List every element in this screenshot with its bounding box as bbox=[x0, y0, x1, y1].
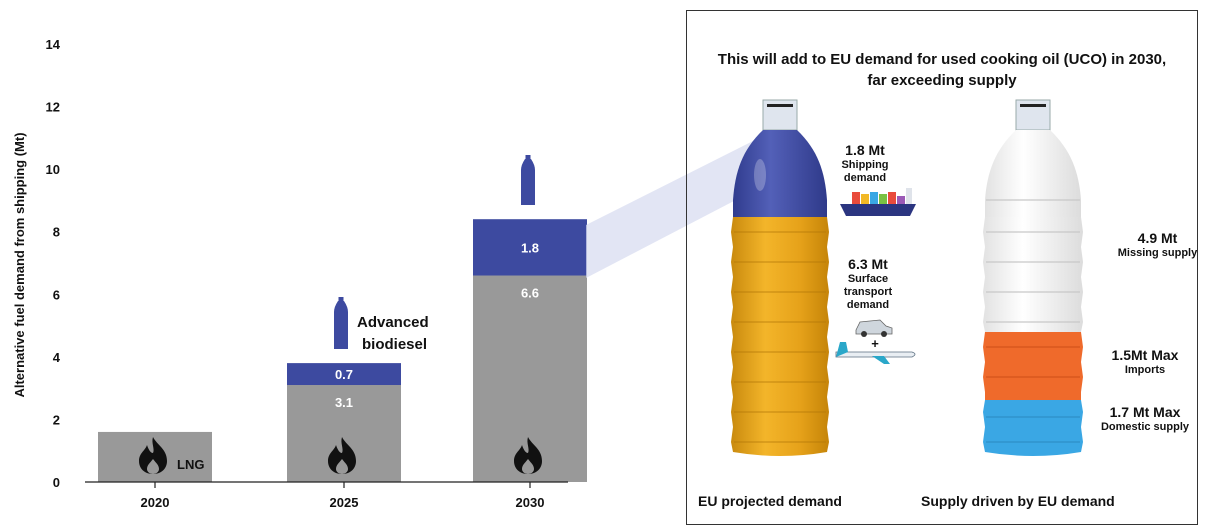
bar-value-label: 6.6 bbox=[521, 286, 539, 301]
y-tick-label: 14 bbox=[46, 37, 61, 52]
y-tick-label: 12 bbox=[46, 100, 60, 115]
domestic-text: Domestic supply bbox=[1100, 421, 1190, 433]
surface-demand-line3: demand bbox=[846, 299, 890, 311]
domestic-label: 1.7 Mt Max Domestic supply bbox=[1090, 404, 1200, 434]
imports-text: Imports bbox=[1124, 364, 1166, 376]
y-axis: 0 2 4 6 8 10 12 14 bbox=[46, 37, 61, 490]
left-bottle-caption: EU projected demand bbox=[698, 493, 842, 509]
panel-title: This will add to EU demand for used cook… bbox=[687, 49, 1197, 91]
x-axis: 2020 2025 2030 bbox=[85, 481, 568, 510]
bar-chart: 0 2 4 6 8 10 12 14 Alternative fuel demand from… bbox=[12, 37, 587, 510]
shipping-demand-line2: demand bbox=[843, 172, 887, 184]
shipping-demand-value: 1.8 Mt bbox=[845, 142, 885, 158]
y-tick-label: 10 bbox=[46, 162, 60, 177]
surface-demand-line1: Surface bbox=[847, 273, 889, 285]
right-bottle-caption: Supply driven by EU demand bbox=[921, 493, 1115, 509]
surface-demand-line2: transport bbox=[843, 286, 893, 298]
flame-icon bbox=[139, 437, 167, 474]
x-tick-label: 2030 bbox=[516, 495, 545, 510]
biodiesel-bottle-icon bbox=[521, 155, 535, 205]
surface-demand-label: 6.3 Mt Surface transport demand bbox=[828, 256, 908, 312]
lng-label: LNG bbox=[177, 457, 204, 472]
missing-supply-text: Missing supply bbox=[1117, 247, 1198, 259]
y-tick-label: 8 bbox=[53, 225, 60, 240]
panel-title-line1: This will add to EU demand for used cook… bbox=[717, 51, 1167, 68]
flame-icon bbox=[514, 437, 542, 474]
bar-segment bbox=[287, 363, 401, 386]
y-tick-label: 6 bbox=[53, 287, 60, 302]
bar-value-label: 0.7 bbox=[335, 367, 353, 382]
y-tick-label: 4 bbox=[53, 350, 61, 365]
surface-demand-value: 6.3 Mt bbox=[848, 256, 888, 272]
x-tick-label: 2025 bbox=[330, 495, 359, 510]
y-tick-label: 2 bbox=[53, 412, 60, 427]
x-tick-label: 2020 bbox=[141, 495, 170, 510]
y-tick-label: 0 bbox=[53, 475, 60, 490]
imports-label: 1.5Mt Max Imports bbox=[1090, 347, 1200, 377]
shipping-demand-label: 1.8 Mt Shipping demand bbox=[820, 142, 910, 185]
plus-sign: + bbox=[871, 336, 879, 351]
bar-value-label: 1.8 bbox=[521, 240, 539, 255]
flame-icon bbox=[328, 437, 356, 474]
panel-title-line2: far exceeding supply bbox=[867, 72, 1017, 89]
missing-supply-value: 4.9 Mt bbox=[1137, 230, 1178, 246]
missing-supply-label: 4.9 Mt Missing supply bbox=[1110, 230, 1205, 260]
imports-value: 1.5Mt Max bbox=[1111, 347, 1179, 363]
shipping-demand-line1: Shipping bbox=[841, 159, 889, 171]
bar-segment bbox=[473, 219, 587, 276]
uco-panel: This will add to EU demand for used cook… bbox=[686, 10, 1198, 525]
chart-icons bbox=[139, 155, 542, 474]
biodiesel-bottle-icon bbox=[334, 297, 348, 349]
biodiesel-label-line2: biodiesel bbox=[362, 336, 427, 353]
domestic-value: 1.7 Mt Max bbox=[1109, 404, 1181, 420]
y-axis-label: Alternative fuel demand from shipping (M… bbox=[12, 132, 27, 397]
biodiesel-label-line1: Advanced bbox=[357, 314, 429, 331]
bar-value-label: 3.1 bbox=[335, 395, 353, 410]
